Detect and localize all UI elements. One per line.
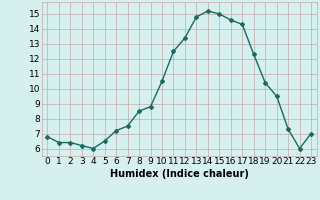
X-axis label: Humidex (Indice chaleur): Humidex (Indice chaleur) — [110, 169, 249, 179]
